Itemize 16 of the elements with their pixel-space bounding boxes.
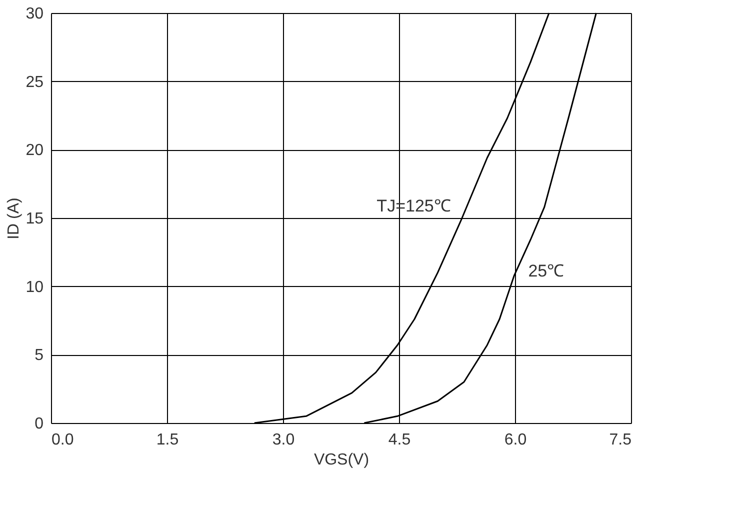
x-tick-label: 4.5 bbox=[388, 432, 411, 448]
x-tick-label: 3.0 bbox=[272, 432, 295, 448]
x-axis-title: VGS(V) bbox=[314, 452, 370, 468]
y-tick-label: 20 bbox=[26, 142, 44, 160]
x-tick-label: 0.0 bbox=[52, 432, 74, 448]
y-tick-label: 30 bbox=[26, 6, 44, 22]
y-tick-label: 25 bbox=[26, 74, 44, 91]
y-tick-label: 15 bbox=[26, 210, 44, 228]
y-tick-label: 10 bbox=[26, 278, 44, 296]
series-label: 25℃ bbox=[528, 261, 564, 280]
x-tick-label: 6.0 bbox=[504, 432, 527, 448]
y-axis-title: ID (A) bbox=[6, 198, 23, 240]
y-tick-label: 0 bbox=[34, 416, 44, 432]
y-tick-label: 5 bbox=[34, 347, 44, 364]
x-tick-label: 7.5 bbox=[609, 432, 632, 448]
x-tick-label: 1.5 bbox=[156, 432, 179, 448]
